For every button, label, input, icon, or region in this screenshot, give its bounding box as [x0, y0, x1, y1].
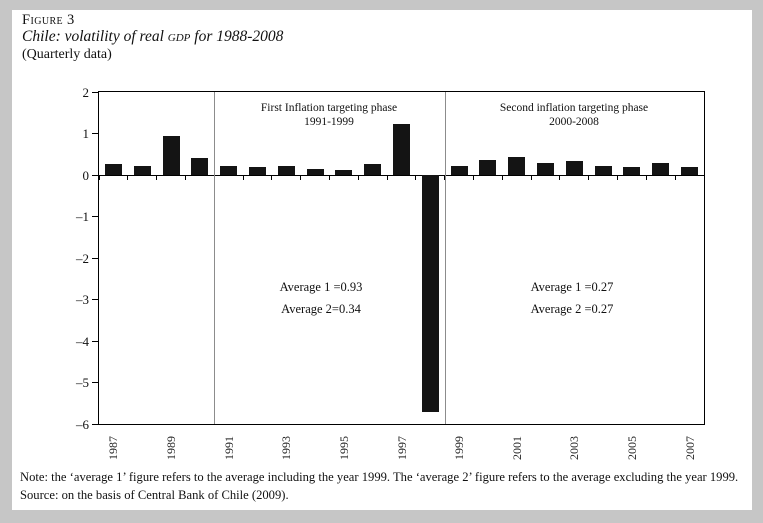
x-axis-tick — [127, 175, 129, 180]
y-axis-label: –6 — [76, 416, 89, 432]
phase-2-averages: Average 1 =0.27 Average 2 =0.27 — [487, 281, 657, 316]
x-axis-label: 1991 — [221, 436, 236, 460]
figure-note: Note: the ‘average 1’ figure refers to t… — [20, 470, 739, 484]
zero-line — [99, 174, 704, 176]
x-axis-tick — [617, 175, 619, 180]
phase-1-label: First Inflation targeting phase 1991-199… — [209, 101, 449, 129]
phase-1-label-line1: First Inflation targeting phase — [260, 102, 398, 114]
y-axis-tick — [92, 340, 99, 342]
bar-2000 — [479, 160, 497, 175]
bar-chart-plot-area: First Inflation targeting phase 1991-199… — [76, 85, 705, 460]
x-axis-tick — [588, 175, 590, 180]
y-axis-label: –3 — [76, 292, 89, 307]
y-axis-label: –4 — [76, 333, 89, 349]
x-axis-tick — [328, 175, 330, 180]
x-axis-label: 1999 — [452, 436, 467, 460]
x-axis-tick — [300, 175, 302, 180]
figure-title: Chile: volatility of real gdp for 1988-2… — [22, 28, 283, 46]
bar-1994 — [306, 168, 324, 175]
bar-1996 — [364, 163, 382, 175]
y-axis-tick — [92, 174, 99, 176]
x-axis-label: 1993 — [279, 436, 294, 460]
bar-1987 — [104, 163, 122, 175]
x-axis-tick — [530, 175, 532, 180]
x-axis-tick — [184, 175, 186, 180]
bar-2006 — [652, 163, 670, 175]
bar-1995 — [335, 170, 353, 175]
x-axis-label: 2007 — [682, 436, 697, 460]
figure-number: Figure 3 — [22, 12, 75, 28]
y-axis-tick — [92, 382, 99, 383]
bar-2005 — [623, 167, 641, 175]
phase-2-label-line2: 2000-2008 — [549, 116, 599, 128]
phase-2-label: Second inflation targeting phase 2000-20… — [454, 101, 694, 129]
x-axis-tick — [242, 175, 244, 180]
phase-1-label-line2: 1991-1999 — [304, 116, 354, 128]
phase-1-average-2: Average 2=0.34 — [281, 302, 361, 316]
bar-1999 — [450, 165, 468, 175]
x-axis-tick — [674, 175, 676, 180]
x-axis-label: 1987 — [106, 436, 121, 460]
phase-2-average-1: Average 1 =0.27 — [530, 280, 614, 294]
figure-title-years: for 1988-2008 — [190, 28, 284, 45]
bar-2001 — [508, 157, 526, 175]
x-axis-label: 1989 — [164, 436, 179, 460]
bar-1989 — [162, 135, 180, 175]
x-axis-tick — [703, 175, 705, 180]
x-axis-tick — [98, 175, 100, 180]
x-axis-tick — [473, 175, 475, 180]
phase-divider-line — [444, 92, 446, 424]
y-axis-label: 1 — [82, 126, 90, 141]
bar-1991 — [220, 165, 238, 175]
bar-2002 — [537, 163, 555, 175]
x-axis-tick — [271, 175, 273, 180]
phase-2-average-2: Average 2 =0.27 — [530, 302, 614, 316]
y-axis-tick — [92, 91, 99, 93]
x-axis-label: 1995 — [336, 436, 351, 460]
figure-title-text: Chile: volatility of real — [22, 28, 168, 45]
x-axis-label: 2001 — [509, 436, 524, 460]
bar-1998 — [421, 175, 439, 412]
phase-2-label-line1: Second inflation targeting phase — [499, 102, 649, 114]
y-axis-label: 0 — [82, 167, 90, 183]
figure-subtitle: (Quarterly data) — [22, 47, 112, 62]
y-axis-label: –2 — [76, 250, 89, 266]
phase-1-averages: Average 1 =0.93 Average 2=0.34 — [236, 281, 406, 316]
x-axis-tick — [415, 175, 417, 180]
y-axis-tick — [92, 423, 99, 425]
x-axis-label: 2003 — [567, 436, 582, 460]
bar-1997 — [393, 124, 410, 175]
x-axis-tick — [559, 175, 561, 180]
x-axis-tick — [156, 175, 158, 180]
bar-1993 — [277, 165, 295, 175]
phase-1-average-1: Average 1 =0.93 — [279, 280, 363, 294]
bar-1988 — [133, 165, 151, 175]
figure-source: Source: on the basis of Central Bank of … — [20, 488, 289, 502]
x-axis-tick — [645, 175, 647, 180]
x-axis-tick — [386, 175, 388, 180]
y-axis-label: –5 — [76, 375, 89, 390]
x-axis-label: 1997 — [394, 436, 409, 460]
bar-2003 — [565, 161, 583, 175]
y-axis-label: 2 — [82, 84, 90, 100]
y-axis-label: –1 — [76, 209, 89, 224]
bar-1990 — [191, 157, 209, 175]
bar-2004 — [594, 165, 612, 175]
bar-2007 — [681, 167, 699, 175]
y-axis-tick — [92, 216, 99, 217]
x-axis-tick — [357, 175, 359, 180]
phase-divider-line — [214, 92, 216, 424]
bar-1992 — [248, 166, 266, 175]
figure-title-gdp: gdp — [167, 28, 191, 45]
x-axis-label: 2005 — [624, 436, 639, 460]
y-axis-tick — [92, 257, 99, 259]
x-axis-tick — [501, 175, 503, 180]
y-axis-tick — [92, 133, 99, 134]
y-axis-tick — [92, 299, 99, 300]
